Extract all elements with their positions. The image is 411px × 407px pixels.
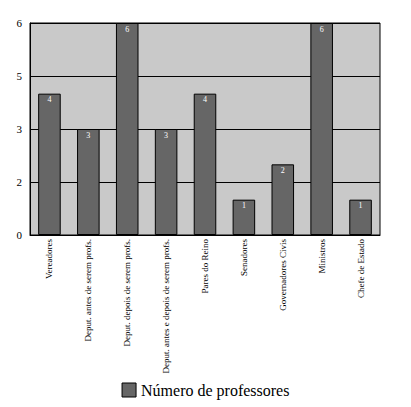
svg-text:3: 3 — [86, 131, 90, 140]
svg-text:2: 2 — [281, 166, 285, 175]
svg-text:Vereadores: Vereadores — [44, 239, 54, 279]
svg-text:Senadores: Senadores — [239, 239, 249, 276]
svg-text:3: 3 — [164, 131, 168, 140]
svg-text:Pares do Reino: Pares do Reino — [200, 239, 210, 294]
svg-text:Chefe de Estado: Chefe de Estado — [356, 239, 366, 298]
svg-text:Número de professores: Número de professores — [141, 382, 289, 400]
svg-text:Governadores Civis: Governadores Civis — [278, 239, 288, 311]
svg-text:2: 2 — [17, 176, 23, 188]
svg-text:Ministros: Ministros — [317, 239, 327, 274]
svg-text:Deput. antes e depois de serem: Deput. antes e depois de serem profs. — [161, 239, 171, 373]
svg-text:1: 1 — [242, 201, 246, 210]
svg-text:5: 5 — [17, 70, 23, 82]
svg-text:4: 4 — [47, 95, 51, 104]
svg-text:Deput. antes de serem profs.: Deput. antes de serem profs. — [83, 239, 93, 341]
svg-text:6: 6 — [17, 17, 23, 29]
svg-text:6: 6 — [125, 25, 129, 34]
svg-text:6: 6 — [320, 25, 324, 34]
svg-text:0: 0 — [17, 229, 23, 241]
svg-text:3: 3 — [17, 123, 23, 135]
svg-text:Deput. depois de serem profs.: Deput. depois de serem profs. — [122, 239, 132, 346]
svg-text:4: 4 — [203, 95, 207, 104]
svg-text:1: 1 — [359, 201, 363, 210]
